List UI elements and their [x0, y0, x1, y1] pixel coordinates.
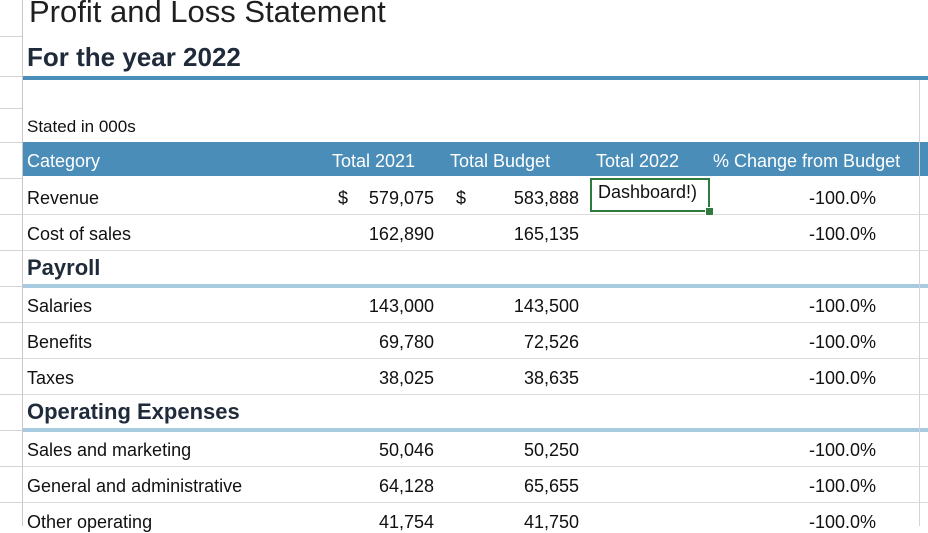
gutter-line: [0, 286, 22, 287]
header-total-2021[interactable]: Total 2021: [332, 151, 416, 171]
column-gridline: [919, 80, 920, 526]
row-divider: [23, 502, 928, 503]
gutter-line: [0, 502, 22, 503]
gutter-line: [0, 430, 22, 431]
sheet-title[interactable]: Profit and Loss Statement: [29, 0, 386, 29]
row-label-taxes[interactable]: Taxes: [27, 368, 75, 388]
sheet-subtitle[interactable]: For the year 2022: [27, 42, 241, 72]
title-divider: [23, 76, 928, 80]
cell-pct-change[interactable]: -100.0%: [808, 332, 876, 352]
row-label-benefits[interactable]: Benefits: [27, 332, 93, 352]
section-heading-operating-expenses[interactable]: Operating Expenses: [27, 399, 240, 424]
cell-total-budget[interactable]: 38,635: [523, 368, 579, 388]
cell-pct-change[interactable]: -100.0%: [808, 512, 876, 532]
cell-total-budget[interactable]: 65,655: [523, 476, 579, 496]
cell-total-budget[interactable]: 50,250: [523, 440, 579, 460]
cell-total-budget[interactable]: 72,526: [523, 332, 579, 352]
row-divider: [23, 466, 928, 467]
cell-total-2021[interactable]: 50,046: [378, 440, 434, 460]
cell-total-budget[interactable]: 583,888: [513, 188, 579, 208]
row-header-gutter[interactable]: [0, 0, 23, 526]
header-category[interactable]: Category: [27, 151, 101, 171]
gutter-line: [0, 214, 22, 215]
cell-total-budget[interactable]: 165,135: [513, 224, 579, 244]
gutter-line: [0, 394, 22, 395]
gutter-line: [0, 108, 22, 109]
cell-pct-change[interactable]: -100.0%: [808, 224, 876, 244]
cell-pct-change[interactable]: -100.0%: [808, 476, 876, 496]
row-label-other-operating[interactable]: Other operating: [27, 512, 153, 532]
gutter-line: [0, 76, 22, 77]
row-label-salaries[interactable]: Salaries: [27, 296, 93, 316]
row-divider: [23, 358, 928, 359]
row-divider: [23, 214, 928, 215]
row-divider: [23, 394, 928, 395]
row-label-revenue[interactable]: Revenue: [27, 188, 100, 208]
currency-symbol: $: [456, 188, 467, 208]
cell-total-budget[interactable]: 41,750: [523, 512, 579, 532]
cell-pct-change[interactable]: -100.0%: [808, 440, 876, 460]
header-pct-change[interactable]: % Change from Budget: [713, 151, 901, 171]
cell-total-2021[interactable]: 38,025: [378, 368, 434, 388]
section-divider: [23, 284, 928, 288]
currency-symbol: $: [338, 188, 349, 208]
table-header-row: Category Total 2021 Total Budget Total 2…: [23, 142, 928, 176]
cell-total-2021[interactable]: 579,075: [368, 188, 434, 208]
cell-pct-change[interactable]: -100.0%: [808, 368, 876, 388]
cell-pct-change[interactable]: -100.0%: [808, 188, 876, 208]
row-divider: [23, 250, 928, 251]
cell-total-budget[interactable]: 143,500: [513, 296, 579, 316]
cell-total-2021[interactable]: 69,780: [378, 332, 434, 352]
header-total-2022[interactable]: Total 2022: [596, 151, 680, 171]
spreadsheet-grid[interactable]: Profit and Loss Statement For the year 2…: [23, 0, 928, 532]
gutter-line: [0, 36, 22, 37]
section-divider: [23, 428, 928, 432]
gutter-line: [0, 250, 22, 251]
gutter-line: [0, 358, 22, 359]
row-label-sales-marketing[interactable]: Sales and marketing: [27, 440, 192, 460]
cell-total-2021[interactable]: 64,128: [378, 476, 434, 496]
cell-total-2021[interactable]: 143,000: [368, 296, 434, 316]
section-heading-payroll[interactable]: Payroll: [27, 255, 101, 280]
cell-total-2021[interactable]: 162,890: [368, 224, 434, 244]
cell-pct-change[interactable]: -100.0%: [808, 296, 876, 316]
row-label-general-admin[interactable]: General and administrative: [27, 476, 243, 496]
row-divider: [23, 322, 928, 323]
fill-handle[interactable]: [705, 207, 714, 216]
row-label-cost-of-sales[interactable]: Cost of sales: [27, 224, 132, 244]
header-total-budget[interactable]: Total Budget: [450, 151, 551, 171]
gutter-line: [0, 178, 22, 179]
gutter-line: [0, 466, 22, 467]
stated-in-note[interactable]: Stated in 000s: [27, 117, 136, 136]
cell-total-2021[interactable]: 41,754: [378, 512, 434, 532]
gutter-line: [0, 322, 22, 323]
active-cell-editor[interactable]: Dashboard!): [590, 178, 710, 212]
gutter-line: [0, 142, 22, 143]
